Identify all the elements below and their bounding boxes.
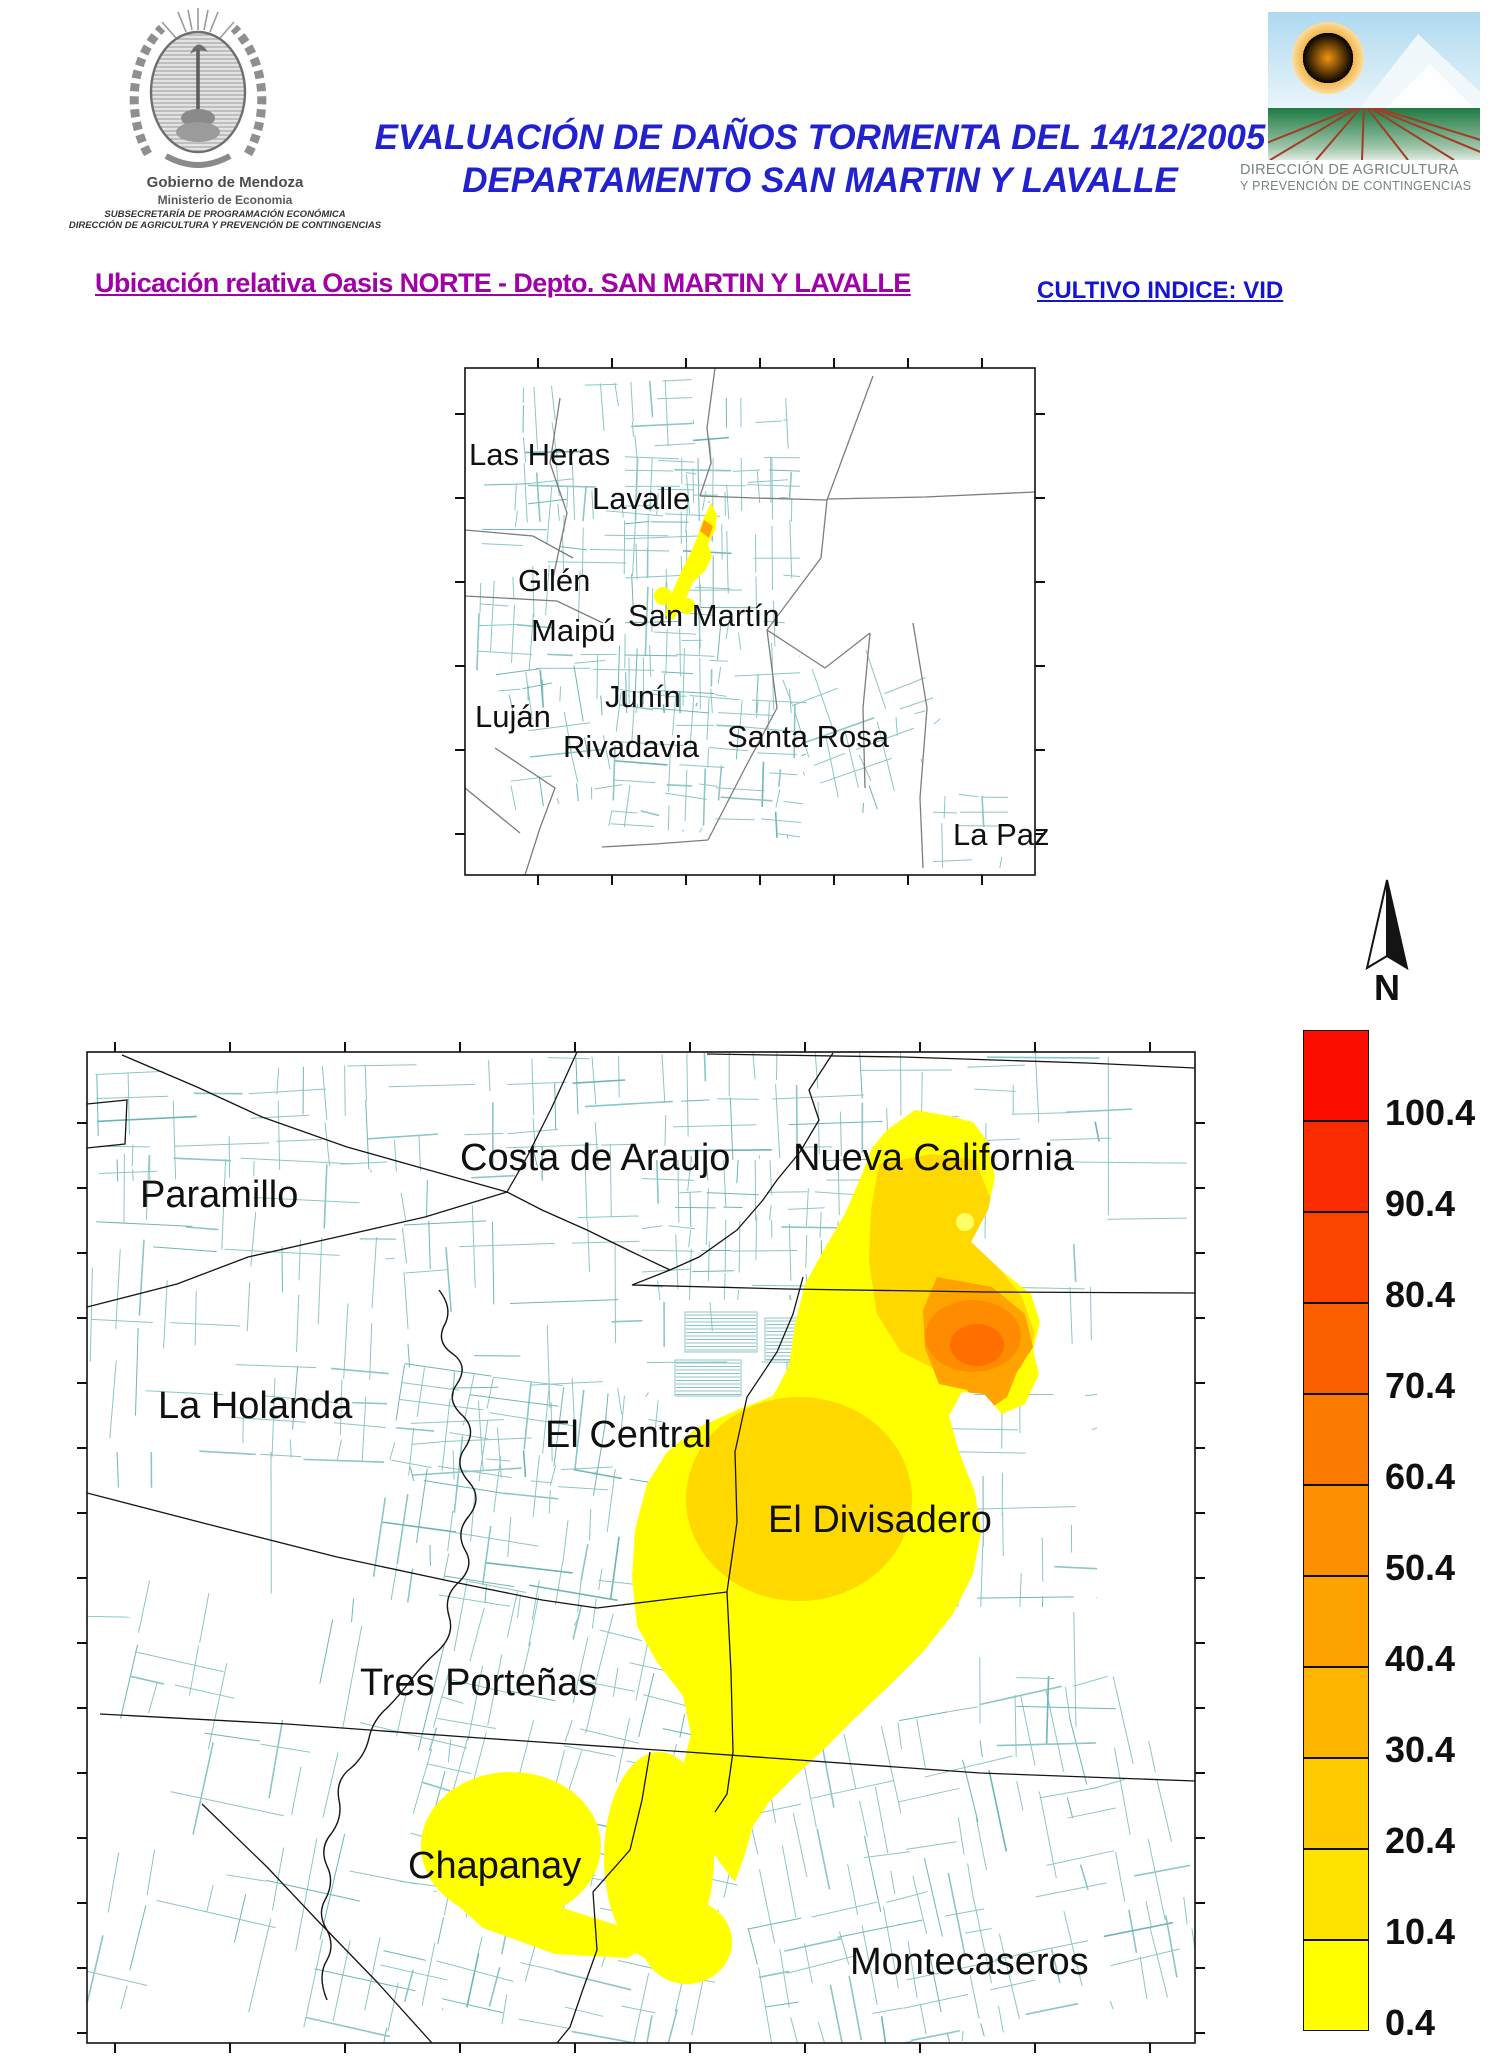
legend-value: 80.4: [1385, 1274, 1456, 1315]
legend-color-box: [1303, 1485, 1369, 1576]
title-line-1: EVALUACIÓN DE DAÑOS TORMENTA DEL 14/12/2…: [374, 118, 1266, 157]
legend-value: 50.4: [1385, 1547, 1456, 1588]
legend-color-box: [1303, 1758, 1369, 1849]
label-montecaseros: Montecaseros: [850, 1941, 1089, 1983]
legend-value: 70.4: [1385, 1365, 1456, 1406]
legend-color-box: [1303, 1121, 1369, 1212]
label-tres-portenas: Tres Porteñas: [360, 1662, 597, 1704]
sun-rays: [161, 8, 235, 39]
label-rivadavia: Rivadavia: [563, 729, 700, 764]
overview-map-labels: Las Heras Lavalle Gllén Maipú San Martín…: [469, 437, 1050, 852]
left-logo-caption-3: SUBSECRETARÍA DE PROGRAMACIÓN ECONÓMICA: [104, 209, 346, 220]
legend-color-box: [1303, 1940, 1369, 2031]
label-nueva-california: Nueva California: [793, 1137, 1075, 1179]
legend-value: 0.4: [1385, 2002, 1436, 2043]
overview-map: Las Heras Lavalle Gllén Maipú San Martín…: [455, 358, 1050, 885]
legend-color-box: [1303, 1576, 1369, 1667]
north-arrow-icon: N: [1365, 879, 1409, 1008]
label-chapanay: Chapanay: [408, 1845, 581, 1887]
legend-value: 60.4: [1385, 1456, 1456, 1497]
label-las-heras: Las Heras: [469, 437, 610, 472]
legend-value: 10.4: [1385, 1911, 1456, 1952]
label-lujan: Luján: [475, 699, 551, 734]
overview-department-boundaries: [465, 368, 1035, 875]
legend-color-box: [1303, 1303, 1369, 1394]
coat-of-arms-icon: [129, 8, 267, 168]
north-label: N: [1374, 967, 1400, 1008]
label-el-central: El Central: [545, 1414, 712, 1456]
page-title: EVALUACIÓN DE DAÑOS TORMENTA DEL 14/12/2…: [370, 116, 1270, 202]
legend-value: 20.4: [1385, 1820, 1456, 1861]
legend-color-box: [1303, 1030, 1369, 1121]
subtitle-oasis-norte: Ubicación relativa Oasis NORTE - Depto. …: [95, 268, 911, 298]
legend-value: 40.4: [1385, 1638, 1456, 1679]
legend-value: 30.4: [1385, 1729, 1456, 1770]
label-el-divisadero: El Divisadero: [768, 1499, 992, 1541]
legend-color-box: [1303, 1394, 1369, 1485]
label-san-martin: San Martín: [628, 598, 780, 633]
label-maipu: Maipú: [531, 613, 615, 648]
detail-map: Paramillo Costa de Araujo Nueva Californ…: [77, 1042, 1205, 2053]
label-la-paz: La Paz: [953, 817, 1050, 852]
legend-value: 90.4: [1385, 1183, 1456, 1224]
left-logo-caption-1: Gobierno de Mendoza: [146, 174, 304, 191]
label-gllen: Gllén: [518, 563, 590, 598]
label-paramillo: Paramillo: [140, 1174, 298, 1216]
legend-color-box: [1303, 1212, 1369, 1303]
label-lavalle: Lavalle: [592, 481, 690, 516]
overview-map-ticks: [455, 358, 1045, 885]
detail-damage-area: [421, 1110, 1040, 1984]
label-santa-rosa: Santa Rosa: [727, 719, 890, 754]
damage-scale-legend: 100.4 90.4 80.4 70.4 60.4 50.4 40.4 30.4 20.4 10.…: [1303, 1030, 1501, 2050]
legend-color-box: [1303, 1667, 1369, 1758]
cultivo-indice-label: CULTIVO INDICE: VID: [1037, 277, 1284, 304]
label-costa-de-araujo: Costa de Araujo: [460, 1137, 730, 1179]
detail-map-labels: Paramillo Costa de Araujo Nueva Californ…: [140, 1137, 1089, 1983]
agriculture-logo-icon: [1268, 12, 1480, 160]
right-logo-caption-2: Y PREVENCIÓN DE CONTINGENCIAS: [1240, 179, 1472, 193]
right-logo-caption-1: DIRECCIÓN DE AGRICULTURA: [1240, 162, 1459, 178]
label-junin: Junín: [605, 679, 681, 714]
title-line-2: DEPARTAMENTO SAN MARTIN Y LAVALLE: [462, 161, 1178, 200]
overview-damage-area: [654, 503, 717, 620]
left-logo-caption-4: DIRECCIÓN DE AGRICULTURA Y PREVENCIÓN DE…: [68, 220, 382, 231]
label-la-holanda: La Holanda: [158, 1385, 353, 1427]
detail-map-ticks: [77, 1042, 1205, 2053]
detail-boundaries: [87, 1052, 1195, 2043]
legend-value: 100.4: [1385, 1092, 1476, 1133]
legend-color-box: [1303, 1849, 1369, 1940]
left-logo-caption-2: Ministerio de Economia: [157, 193, 293, 207]
